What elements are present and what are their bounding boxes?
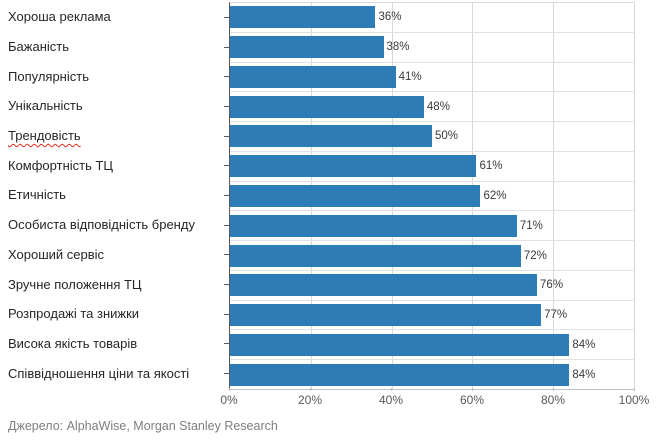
y-axis-tick <box>224 284 229 286</box>
bar-row: 61% <box>230 152 634 182</box>
x-tick-mark <box>229 388 230 391</box>
bar-row: 62% <box>230 182 634 212</box>
y-axis-tick <box>224 46 229 48</box>
y-axis-tick <box>224 343 229 345</box>
category-label: Бажаність <box>8 39 69 55</box>
value-label: 61% <box>479 160 503 173</box>
bar <box>230 95 424 118</box>
category-row: Унікальність <box>0 91 229 121</box>
category-row: Хороша реклама <box>0 2 229 32</box>
value-label: 72% <box>523 249 547 262</box>
plot-area: 36% 38% 41% 48% 50% 61% 62% 71% 72% 76% 77% 84% 84% <box>229 2 635 390</box>
category-row: Популярність <box>0 61 229 91</box>
bar <box>230 155 477 178</box>
category-label: Комфортність ТЦ <box>8 157 114 173</box>
category-label: Популярність <box>8 68 89 84</box>
category-row: Співвідношення ціни та якості <box>0 358 229 388</box>
x-axis: 0% 20% 40% 60% 80% 100% <box>220 388 649 409</box>
plot-bands: 36% 38% 41% 48% 50% 61% 62% 71% 72% 76% 77% 84% 84% <box>230 3 634 389</box>
value-label: 36% <box>378 11 402 24</box>
x-tick-label: 80% <box>540 393 566 407</box>
category-label: Етичність <box>8 187 66 203</box>
bar <box>230 363 570 386</box>
bar-row: 84% <box>230 330 634 361</box>
value-label: 84% <box>572 368 596 381</box>
bar-row: 48% <box>230 92 634 123</box>
x-tick-label: 100% <box>618 393 650 407</box>
value-label: 41% <box>398 70 422 83</box>
x-tick-mark <box>310 388 311 391</box>
bar <box>230 36 384 59</box>
value-label: 50% <box>435 130 459 143</box>
x-tick-mark <box>472 388 473 391</box>
bar <box>230 333 570 356</box>
bar-row: 50% <box>230 122 634 152</box>
value-label: 84% <box>572 338 596 351</box>
category-label: Трендовість <box>8 128 81 144</box>
category-row: Етичність <box>0 180 229 210</box>
category-label: Висока якість товарів <box>8 335 138 351</box>
x-tick-label: 0% <box>220 393 238 407</box>
y-axis-tick <box>224 224 229 226</box>
category-label: Співвідношення ціни та якості <box>8 365 190 381</box>
value-label: 76% <box>540 279 564 292</box>
category-label: Особиста відповідність бренду <box>8 217 195 233</box>
x-tick-label: 40% <box>378 393 404 407</box>
category-label: Хороша реклама <box>8 9 111 25</box>
bar-row: 77% <box>230 301 634 331</box>
x-tick-mark <box>634 388 635 391</box>
bar <box>230 304 542 327</box>
category-row: Комфортність ТЦ <box>0 150 229 180</box>
category-label: Розпродажі та знижки <box>8 306 140 322</box>
bar-row: 41% <box>230 63 634 93</box>
bar <box>230 274 538 297</box>
bar-row: 76% <box>230 271 634 301</box>
x-tick-mark <box>391 388 392 391</box>
x-tick-mark <box>553 388 554 391</box>
y-axis-tick <box>224 16 229 18</box>
category-row: Зручне положення ТЦ <box>0 269 229 299</box>
category-row: Бажаність <box>0 32 229 62</box>
bar <box>230 6 376 29</box>
bar-row: 71% <box>230 211 634 242</box>
y-axis-tick <box>224 373 229 375</box>
y-axis-tick <box>224 313 229 315</box>
bar-row: 72% <box>230 241 634 271</box>
bar-row: 36% <box>230 3 634 33</box>
y-axis-tick <box>224 135 229 137</box>
bar <box>230 65 396 88</box>
bar <box>230 214 517 237</box>
y-axis-tick <box>224 105 229 107</box>
x-tick-label: 60% <box>459 393 485 407</box>
value-label: 71% <box>519 219 543 232</box>
value-label: 62% <box>483 189 507 202</box>
category-label: Унікальність <box>8 98 83 114</box>
bar-row: 38% <box>230 33 634 63</box>
y-axis-tick <box>224 76 229 78</box>
category-labels: Хороша реклама Бажаність Популярність Уніка… <box>0 2 229 388</box>
category-row: Розпродажі та знижки <box>0 299 229 329</box>
category-row: Трендовість <box>0 121 229 151</box>
bar <box>230 125 432 148</box>
y-axis-tick <box>224 165 229 167</box>
value-label: 77% <box>544 309 568 322</box>
category-row: Особиста відповідність бренду <box>0 210 229 240</box>
category-label: Хороший сервіс <box>8 246 105 262</box>
value-label: 38% <box>386 41 410 54</box>
y-axis-tick <box>224 254 229 256</box>
bar <box>230 244 521 267</box>
source-note: Джерело: AlphaWise, Morgan Stanley Resea… <box>8 419 278 433</box>
value-label: 48% <box>426 100 450 113</box>
bar <box>230 184 481 207</box>
category-label: Зручне положення ТЦ <box>8 276 142 292</box>
x-tick-label: 20% <box>297 393 323 407</box>
y-axis-tick <box>224 194 229 196</box>
category-row: Хороший сервіс <box>0 240 229 270</box>
category-row: Висока якість товарів <box>0 329 229 359</box>
bar-row: 84% <box>230 360 634 389</box>
gridline <box>553 3 555 389</box>
